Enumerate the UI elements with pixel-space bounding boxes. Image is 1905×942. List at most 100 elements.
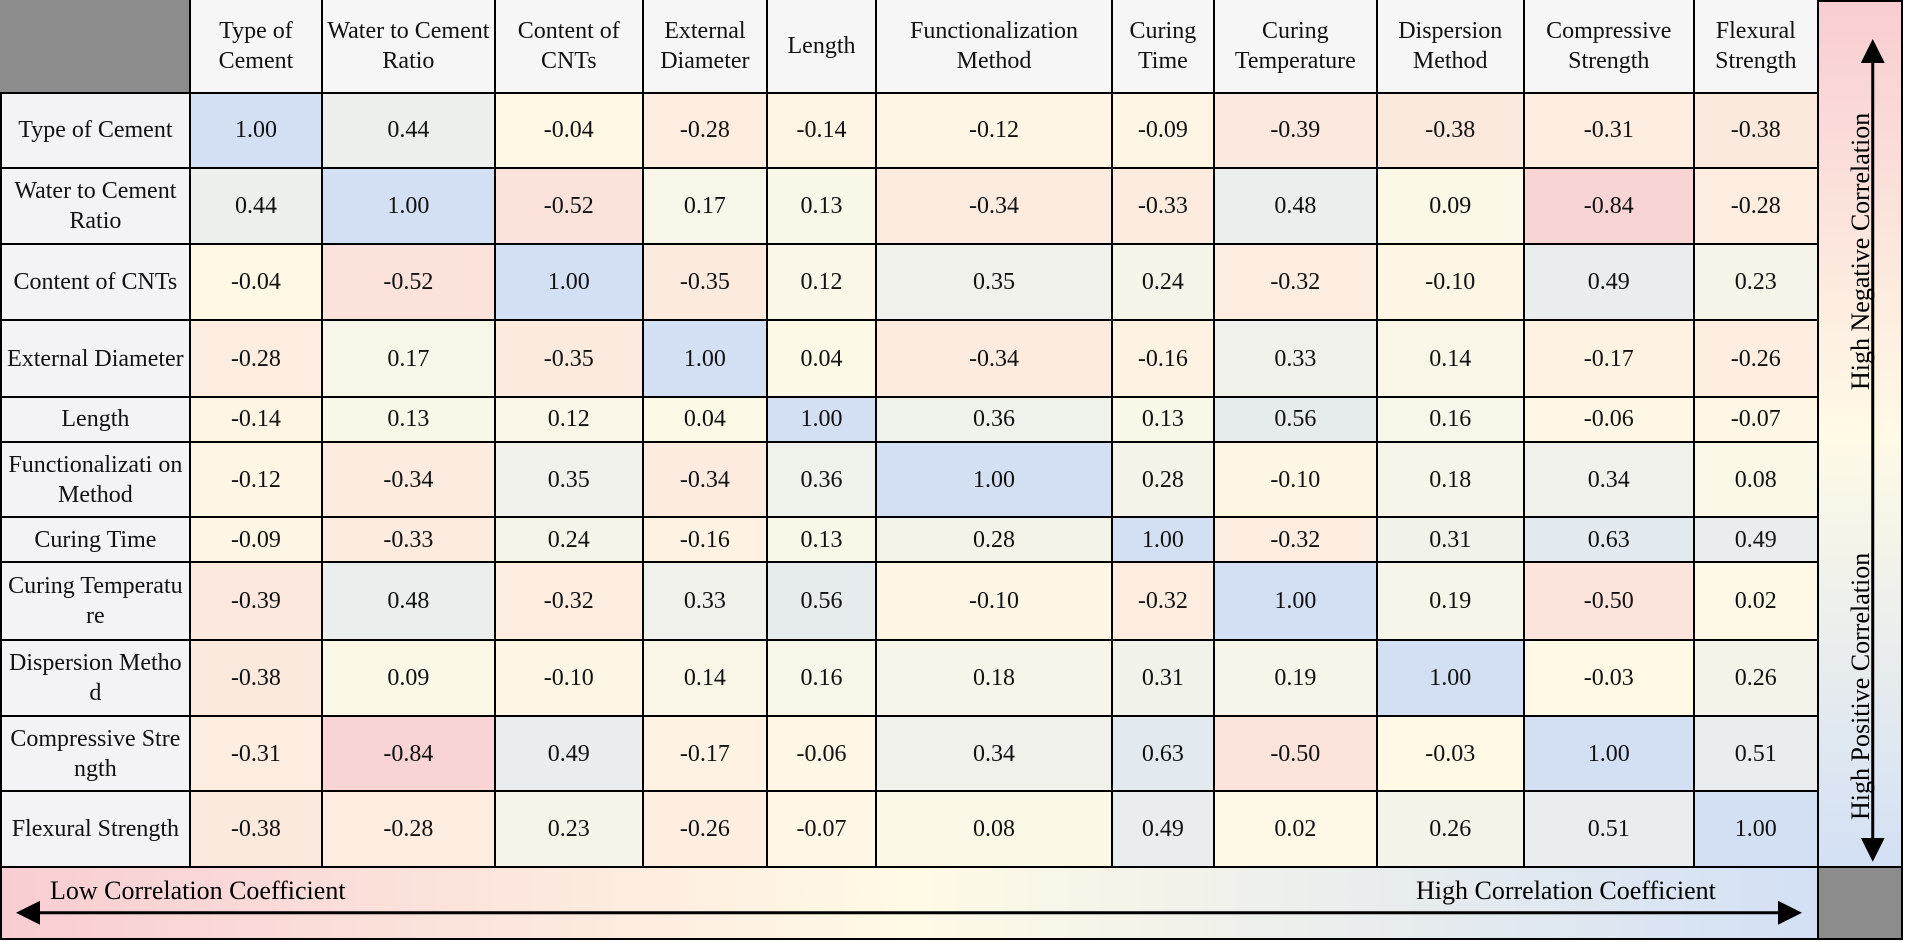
heatmap-cell: -0.09 — [190, 518, 324, 564]
heatmap-cell: -0.09 — [1112, 93, 1215, 170]
heatmap-cell: -0.35 — [495, 321, 644, 398]
heatmap-cell: 0.34 — [1524, 443, 1695, 519]
heatmap-cell: -0.84 — [323, 716, 496, 793]
heatmap-cell: 0.08 — [877, 792, 1113, 868]
heatmap-cell: 0.12 — [767, 244, 878, 322]
heatmap-cell: 0.49 — [1524, 244, 1695, 322]
heatmap-cell: 0.56 — [1214, 397, 1378, 443]
heatmap-cell: 0.23 — [1694, 244, 1819, 322]
heatmap-cell: 0.04 — [767, 321, 878, 398]
heatmap-cell: -0.28 — [1694, 169, 1819, 245]
heatmap-cell: -0.04 — [495, 93, 644, 170]
column-header: Functionalization Method — [877, 0, 1113, 94]
heatmap-cell: -0.16 — [643, 518, 768, 564]
heatmap-cell: -0.17 — [643, 716, 768, 793]
heatmap-cell: 1.00 — [767, 397, 878, 443]
heatmap-cell: 0.16 — [1377, 397, 1525, 443]
heatmap-cell: -0.26 — [643, 792, 768, 868]
heatmap-cell: -0.52 — [495, 169, 644, 245]
heatmap-cell: 0.49 — [1694, 518, 1819, 564]
heatmap-cell: -0.38 — [190, 792, 324, 868]
heatmap-cell: -0.34 — [643, 443, 768, 519]
heatmap-cell: -0.28 — [643, 93, 768, 170]
heatmap-cell: -0.04 — [190, 244, 324, 322]
row-header: Curing Temperature — [0, 563, 191, 642]
heatmap-cell: 0.51 — [1694, 716, 1819, 793]
heatmap-cell: 0.13 — [323, 397, 496, 443]
heatmap-cell: -0.38 — [1694, 93, 1819, 170]
heatmap-cell: -0.06 — [1524, 397, 1695, 443]
heatmap-cell: 1.00 — [323, 169, 496, 245]
heatmap-cell: 0.04 — [643, 397, 768, 443]
heatmap-cell: 0.19 — [1377, 563, 1525, 642]
column-header: Compressive Strength — [1524, 0, 1695, 94]
heatmap-cell: 0.63 — [1524, 518, 1695, 564]
row-header: Curing Time — [0, 518, 191, 564]
heatmap-cell: 0.28 — [877, 518, 1113, 564]
heatmap-cell: 0.36 — [877, 397, 1113, 443]
column-header: Type of Cement — [190, 0, 324, 94]
heatmap-cell: -0.06 — [767, 716, 878, 793]
legend-label: Low Correlation Coefficient — [50, 875, 346, 905]
heatmap-cell: 0.26 — [1694, 641, 1819, 717]
legend-label: High Negative Correlation — [1845, 112, 1875, 390]
heatmap-cell: -0.34 — [877, 169, 1113, 245]
row-header: Content of CNTs — [0, 244, 191, 322]
heatmap-cell: -0.26 — [1694, 321, 1819, 398]
heatmap-cell: 0.34 — [877, 716, 1113, 793]
heatmap-cell: 0.63 — [1112, 716, 1215, 793]
heatmap-cell: 0.56 — [767, 563, 878, 642]
row-header: Type of Cement — [0, 93, 191, 170]
heatmap-cell: -0.32 — [1214, 244, 1378, 322]
heatmap-cell: 1.00 — [877, 443, 1113, 519]
heatmap-cell: 0.17 — [643, 169, 768, 245]
heatmap-cell: 0.31 — [1112, 641, 1215, 717]
heatmap-cell: -0.52 — [323, 244, 496, 322]
column-header: Length — [767, 0, 878, 94]
heatmap-cell: -0.38 — [190, 641, 324, 717]
heatmap-cell: -0.32 — [1214, 518, 1378, 564]
heatmap-cell: 0.09 — [1377, 169, 1525, 245]
heatmap-cell: -0.32 — [495, 563, 644, 642]
row-header: Water to Cement Ratio — [0, 169, 191, 245]
heatmap-cell: 0.13 — [1112, 397, 1215, 443]
corner — [1818, 867, 1903, 940]
heatmap-cell: 0.16 — [767, 641, 878, 717]
heatmap-cell: -0.10 — [495, 641, 644, 717]
heatmap-cell: 0.49 — [1112, 792, 1215, 868]
heatmap-cell: 0.33 — [643, 563, 768, 642]
heatmap-cell: -0.50 — [1524, 563, 1695, 642]
heatmap-cell: -0.03 — [1524, 641, 1695, 717]
column-header: Dispersion Method — [1377, 0, 1525, 94]
heatmap-cell: 1.00 — [190, 93, 324, 170]
heatmap-cell: 1.00 — [1694, 792, 1819, 868]
heatmap-cell: -0.33 — [1112, 169, 1215, 245]
corner — [0, 0, 191, 94]
heatmap-cell: 0.02 — [1214, 792, 1378, 868]
heatmap-cell: -0.84 — [1524, 169, 1695, 245]
heatmap-cell: 0.26 — [1377, 792, 1525, 868]
heatmap-cell: -0.35 — [643, 244, 768, 322]
legend-label: High Correlation Coefficient — [1416, 875, 1716, 905]
heatmap-cell: 0.36 — [767, 443, 878, 519]
heatmap-cell: -0.03 — [1377, 716, 1525, 793]
column-header: Water to Cement Ratio — [323, 0, 496, 94]
row-header: External Diameter — [0, 321, 191, 398]
heatmap-cell: -0.14 — [767, 93, 878, 170]
heatmap-cell: 0.33 — [1214, 321, 1378, 398]
row-header: Flexural Strength — [0, 792, 191, 868]
heatmap-cell: 0.09 — [323, 641, 496, 717]
row-header: Compressive Strength — [0, 716, 191, 793]
heatmap-cell: 0.44 — [323, 93, 496, 170]
heatmap-cell: 0.28 — [1112, 443, 1215, 519]
heatmap-cell: 0.19 — [1214, 641, 1378, 717]
heatmap-cell: 0.48 — [1214, 169, 1378, 245]
column-header: Curing Temperature — [1214, 0, 1378, 94]
column-header: Content of CNTs — [495, 0, 644, 94]
row-header: Functionalizati on Method — [0, 443, 191, 519]
heatmap-cell: 1.00 — [495, 244, 644, 322]
heatmap-cell: -0.38 — [1377, 93, 1525, 170]
heatmap-cell: -0.28 — [323, 792, 496, 868]
heatmap-cell: -0.10 — [877, 563, 1113, 642]
